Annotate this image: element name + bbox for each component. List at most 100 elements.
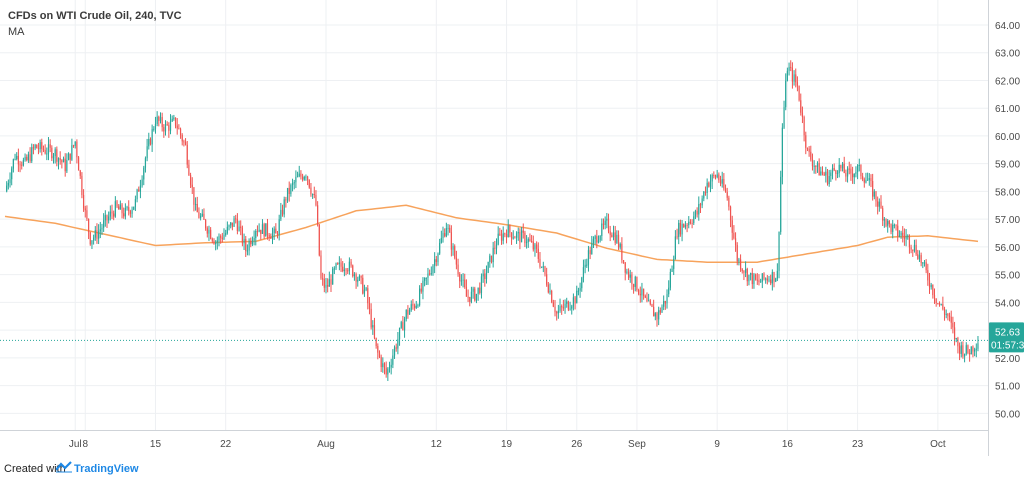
candle-body: [191, 184, 193, 188]
candle-body: [663, 300, 665, 307]
candle-body: [888, 220, 890, 225]
candle-body: [159, 117, 162, 121]
candle-body: [104, 215, 106, 221]
candle-body: [375, 337, 377, 347]
candle-body: [300, 173, 302, 177]
candle-body: [91, 240, 93, 245]
candle-body: [295, 176, 297, 183]
candle-body: [958, 346, 961, 354]
candle-body: [820, 171, 822, 176]
candle-body: [121, 204, 123, 214]
candle-body: [937, 303, 939, 305]
indicator-label[interactable]: MA: [8, 26, 25, 38]
candle-body: [340, 262, 342, 267]
candle-body: [838, 164, 840, 173]
price-axis[interactable]: 50.0051.0052.0053.0054.0055.0056.0057.00…: [988, 0, 1024, 456]
candle-body: [218, 236, 220, 241]
candle-body: [320, 255, 322, 279]
candle-body: [653, 306, 655, 317]
candlestick-layer: [6, 60, 979, 381]
candle-body: [729, 206, 732, 221]
price-chart[interactable]: 50.0051.0052.0053.0054.0055.0056.0057.00…: [0, 0, 1024, 456]
candle-body: [546, 274, 548, 285]
candle-body: [360, 275, 362, 278]
candle-body: [315, 195, 317, 206]
candle-body: [450, 232, 452, 250]
candle-body: [158, 116, 160, 121]
candle-body: [393, 347, 396, 356]
candle-body: [813, 165, 815, 167]
candle-body: [808, 148, 810, 152]
candle-body: [853, 173, 855, 178]
candle-body: [427, 273, 429, 278]
candle-body: [773, 272, 775, 282]
candle-body: [577, 290, 580, 292]
price-tick-label: 64.00: [995, 21, 1020, 32]
candle-body: [781, 127, 783, 177]
candle-body: [559, 306, 561, 311]
candle-body: [301, 176, 304, 180]
candle-body: [206, 228, 208, 234]
symbol-title[interactable]: CFDs on WTI Crude Oil, 240, TVC: [8, 10, 182, 22]
candle-body: [691, 222, 693, 224]
candle-body: [303, 176, 305, 180]
candle-body: [133, 206, 135, 210]
candle-body: [733, 232, 735, 239]
candle-body: [659, 310, 661, 313]
candle-body: [576, 290, 578, 304]
candle-body: [37, 148, 40, 150]
candle-body: [514, 237, 516, 239]
candle-body: [639, 293, 641, 296]
time-tick-label: 19: [501, 439, 513, 450]
candle-body: [278, 219, 280, 235]
price-axis-bg: [988, 0, 1024, 456]
candle-body: [826, 171, 829, 185]
candle-body: [537, 248, 539, 259]
candle-body: [726, 191, 728, 198]
candle-body: [699, 204, 702, 206]
candle-body: [273, 228, 275, 234]
price-tick-label: 58.00: [995, 187, 1020, 198]
candle-body: [290, 185, 292, 194]
time-axis[interactable]: Jul 8 15 22 Aug 12 19 26 Sep 9 16 23 Oct: [0, 430, 988, 456]
candle-body: [51, 147, 53, 159]
candle-body: [867, 179, 869, 181]
price-tick-label: 51.00: [995, 382, 1020, 393]
candle-body: [679, 222, 681, 235]
candle-body: [536, 244, 538, 249]
candle-body: [728, 197, 730, 207]
tradingview-brand[interactable]: TradingView: [74, 463, 139, 475]
candle-body: [584, 264, 586, 268]
price-tick-label: 55.00: [995, 271, 1020, 282]
candle-body: [26, 156, 28, 161]
candle-body: [201, 213, 203, 216]
candle-body: [920, 255, 922, 263]
candle-body: [149, 138, 152, 145]
candle-body: [830, 172, 832, 176]
candle-body: [893, 224, 895, 226]
candle-body: [915, 244, 917, 255]
candle-body: [111, 211, 113, 214]
candle-body: [61, 160, 63, 163]
candle-body: [597, 240, 600, 243]
candle-body: [241, 227, 244, 244]
candle-body: [634, 276, 636, 287]
candle-body: [686, 225, 688, 227]
candle-body: [365, 288, 367, 290]
candle-body: [952, 322, 954, 328]
candle-body: [338, 262, 340, 265]
candle-body: [694, 210, 697, 217]
price-tick-label: 57.00: [995, 215, 1020, 226]
candle-body: [561, 306, 563, 308]
candle-body: [750, 273, 752, 275]
candle-body: [622, 260, 625, 263]
candle-body: [31, 147, 33, 162]
candle-body: [962, 345, 964, 357]
candle-body: [885, 219, 887, 226]
candle-body: [970, 346, 972, 355]
candle-body: [624, 262, 626, 273]
candle-body: [143, 167, 145, 180]
candle-body: [564, 303, 566, 309]
candle-body: [512, 237, 514, 239]
candle-body: [469, 296, 471, 302]
